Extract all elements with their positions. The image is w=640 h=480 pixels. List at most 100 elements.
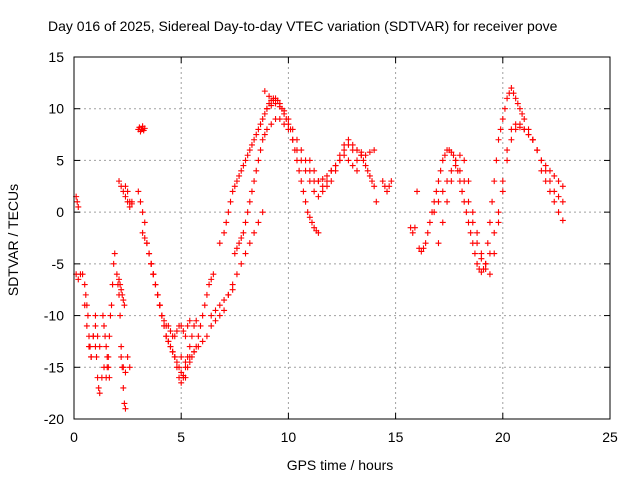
data-point <box>121 400 128 407</box>
data-point <box>186 343 193 350</box>
data-point <box>216 240 223 247</box>
data-point <box>173 359 180 366</box>
data-point <box>441 152 448 159</box>
data-point <box>435 178 442 185</box>
series-track-l <box>135 123 148 135</box>
data-point <box>238 235 245 241</box>
data-point <box>495 219 502 226</box>
data-point <box>471 250 478 257</box>
data-point <box>358 149 365 156</box>
data-point <box>84 312 91 319</box>
data-point <box>163 333 170 340</box>
series-track-ae <box>435 124 566 278</box>
data-point <box>116 178 123 185</box>
y-tick-label: -15 <box>44 359 64 375</box>
data-point <box>117 281 124 288</box>
data-point <box>141 125 148 132</box>
data-point <box>238 260 245 267</box>
data-point <box>195 333 202 340</box>
data-point <box>504 157 511 164</box>
data-point <box>216 312 223 319</box>
data-point <box>514 100 521 107</box>
data-point <box>259 209 266 216</box>
data-point <box>364 167 371 174</box>
data-point <box>229 188 236 195</box>
data-point <box>281 121 288 128</box>
data-point <box>173 328 180 335</box>
data-point <box>248 141 255 148</box>
data-point <box>221 297 228 304</box>
data-point <box>512 95 519 102</box>
data-point <box>74 198 81 205</box>
data-point <box>456 152 463 159</box>
data-point <box>75 276 82 283</box>
data-point <box>165 338 172 345</box>
data-point <box>388 178 395 185</box>
data-point <box>493 157 500 164</box>
data-point <box>478 255 485 262</box>
data-point <box>422 240 429 247</box>
data-point <box>266 93 273 100</box>
data-point <box>304 209 311 216</box>
data-point <box>236 240 243 247</box>
data-point <box>119 291 126 298</box>
data-point <box>242 250 249 257</box>
series-track-m <box>135 188 217 381</box>
data-point <box>93 353 100 360</box>
data-point <box>456 167 463 174</box>
data-point <box>281 107 288 114</box>
data-point <box>101 322 108 329</box>
data-point <box>180 328 187 335</box>
y-tick-label: -5 <box>52 256 65 272</box>
data-point <box>315 178 322 185</box>
data-point <box>251 178 258 185</box>
data-point <box>238 167 245 174</box>
data-point <box>467 229 474 236</box>
data-point <box>308 219 315 226</box>
data-point <box>178 322 185 329</box>
plot-frame <box>73 56 611 420</box>
data-point <box>203 333 210 340</box>
data-point <box>504 95 511 102</box>
data-point <box>501 105 508 112</box>
series-track-ac <box>422 85 566 276</box>
data-point <box>379 178 386 185</box>
data-point <box>538 157 545 164</box>
data-point <box>418 248 425 255</box>
data-point <box>521 116 528 123</box>
data-point <box>319 176 326 183</box>
x-tick-labels: 0 5 10 15 20 25 <box>70 429 618 445</box>
data-point <box>448 178 455 185</box>
data-point <box>332 167 339 174</box>
data-point <box>521 126 528 133</box>
data-point <box>208 322 215 329</box>
data-point <box>121 302 128 309</box>
data-point <box>83 302 90 309</box>
data-point <box>240 229 247 236</box>
data-point <box>199 338 206 345</box>
data-point <box>150 271 157 278</box>
data-point <box>216 302 223 309</box>
data-point <box>315 193 322 200</box>
x-tick-label: 20 <box>495 429 511 445</box>
data-point <box>255 126 262 133</box>
y-tick-label: -10 <box>44 308 64 324</box>
data-point <box>248 188 255 195</box>
data-point <box>474 240 481 247</box>
data-point <box>259 136 266 143</box>
data-point <box>424 229 431 236</box>
data-point <box>551 198 558 205</box>
data-point <box>259 116 266 123</box>
data-point <box>122 369 129 376</box>
data-point <box>180 374 187 381</box>
data-point <box>208 312 215 319</box>
data-point <box>92 343 99 350</box>
data-point <box>197 322 204 329</box>
data-point <box>542 178 549 185</box>
data-point <box>508 85 515 92</box>
data-point <box>126 364 133 371</box>
data-point <box>349 162 356 169</box>
data-point <box>551 172 558 179</box>
data-point <box>302 198 309 205</box>
data-point <box>461 157 468 164</box>
